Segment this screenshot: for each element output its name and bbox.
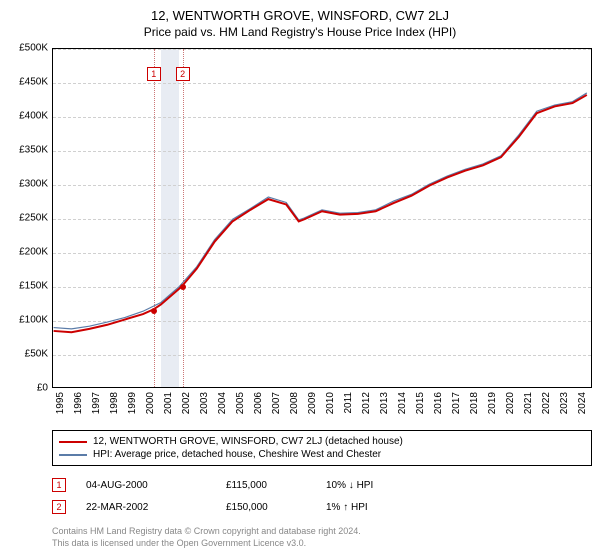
x-axis-label: 1999	[127, 392, 138, 414]
x-axis-label: 2001	[163, 392, 174, 414]
y-axis-label: £150K	[4, 281, 48, 292]
chart-subtitle: Price paid vs. HM Land Registry's House …	[0, 25, 600, 39]
x-axis-label: 2012	[361, 392, 372, 414]
y-axis-label: £500K	[4, 43, 48, 54]
x-axis-label: 2013	[379, 392, 390, 414]
series-property	[54, 95, 587, 332]
legend-item: 12, WENTWORTH GROVE, WINSFORD, CW7 2LJ (…	[59, 435, 585, 448]
transaction-marker: 2	[52, 500, 66, 514]
transaction-row: 2 22-MAR-2002 £150,000 1% ↑ HPI	[52, 496, 592, 518]
attribution: Contains HM Land Registry data © Crown c…	[52, 526, 592, 549]
x-axis-label: 2006	[253, 392, 264, 414]
x-axis-label: 2010	[325, 392, 336, 414]
x-axis-label: 2019	[487, 392, 498, 414]
y-axis-label: £200K	[4, 247, 48, 258]
x-axis-label: 2020	[505, 392, 516, 414]
y-axis-label: £450K	[4, 77, 48, 88]
x-axis-label: 2008	[289, 392, 300, 414]
transaction-pct: 10% ↓ HPI	[326, 480, 426, 491]
x-axis-label: 2023	[559, 392, 570, 414]
x-axis-label: 2003	[199, 392, 210, 414]
transaction-marker: 1	[52, 478, 66, 492]
x-axis-label: 2014	[397, 392, 408, 414]
event-vline	[183, 49, 184, 387]
x-axis-label: 2015	[415, 392, 426, 414]
transaction-row: 1 04-AUG-2000 £115,000 10% ↓ HPI	[52, 474, 592, 496]
transaction-price: £150,000	[226, 502, 306, 513]
attribution-line1: Contains HM Land Registry data © Crown c…	[52, 526, 592, 538]
legend-label: HPI: Average price, detached house, Ches…	[93, 449, 381, 460]
chart-svg	[53, 49, 591, 387]
event-vline	[154, 49, 155, 387]
x-axis-label: 1998	[109, 392, 120, 414]
transaction-pct: 1% ↑ HPI	[326, 502, 426, 513]
x-axis-label: 1996	[73, 392, 84, 414]
chart-title: 12, WENTWORTH GROVE, WINSFORD, CW7 2LJ	[0, 8, 600, 23]
x-axis-label: 2005	[235, 392, 246, 414]
attribution-line2: This data is licensed under the Open Gov…	[52, 538, 592, 550]
legend-swatch	[59, 441, 87, 443]
transaction-table: 1 04-AUG-2000 £115,000 10% ↓ HPI 2 22-MAR-200…	[52, 474, 592, 518]
x-axis-label: 2009	[307, 392, 318, 414]
transaction-date: 22-MAR-2002	[86, 502, 206, 513]
transaction-price: £115,000	[226, 480, 306, 491]
x-axis-label: 2022	[541, 392, 552, 414]
y-axis-label: £50K	[4, 349, 48, 360]
x-axis-label: 2011	[343, 392, 354, 414]
y-axis-label: £100K	[4, 315, 48, 326]
y-axis-label: £300K	[4, 179, 48, 190]
x-axis-label: 2018	[469, 392, 480, 414]
plot-area: 12	[52, 48, 592, 388]
y-axis-label: £250K	[4, 213, 48, 224]
chart-container: 12, WENTWORTH GROVE, WINSFORD, CW7 2LJ P…	[0, 0, 600, 560]
x-axis-label: 2002	[181, 392, 192, 414]
legend-item: HPI: Average price, detached house, Ches…	[59, 448, 585, 461]
data-point	[180, 284, 186, 290]
title-block: 12, WENTWORTH GROVE, WINSFORD, CW7 2LJ P…	[0, 0, 600, 39]
x-axis-label: 2016	[433, 392, 444, 414]
legend-label: 12, WENTWORTH GROVE, WINSFORD, CW7 2LJ (…	[93, 436, 403, 447]
transaction-date: 04-AUG-2000	[86, 480, 206, 491]
y-axis-label: £400K	[4, 111, 48, 122]
y-axis-label: £0	[4, 383, 48, 394]
x-axis-label: 2004	[217, 392, 228, 414]
x-axis-label: 2024	[577, 392, 588, 414]
legend-swatch	[59, 454, 87, 456]
chart-marker: 1	[147, 67, 161, 81]
data-point	[151, 308, 157, 314]
x-axis-label: 1997	[91, 392, 102, 414]
x-axis-label: 2000	[145, 392, 156, 414]
x-axis-label: 2021	[523, 392, 534, 414]
y-axis-label: £350K	[4, 145, 48, 156]
x-axis-label: 1995	[55, 392, 66, 414]
x-axis-label: 2017	[451, 392, 462, 414]
legend: 12, WENTWORTH GROVE, WINSFORD, CW7 2LJ (…	[52, 430, 592, 466]
series-hpi	[54, 93, 587, 329]
chart-marker: 2	[176, 67, 190, 81]
x-axis-label: 2007	[271, 392, 282, 414]
